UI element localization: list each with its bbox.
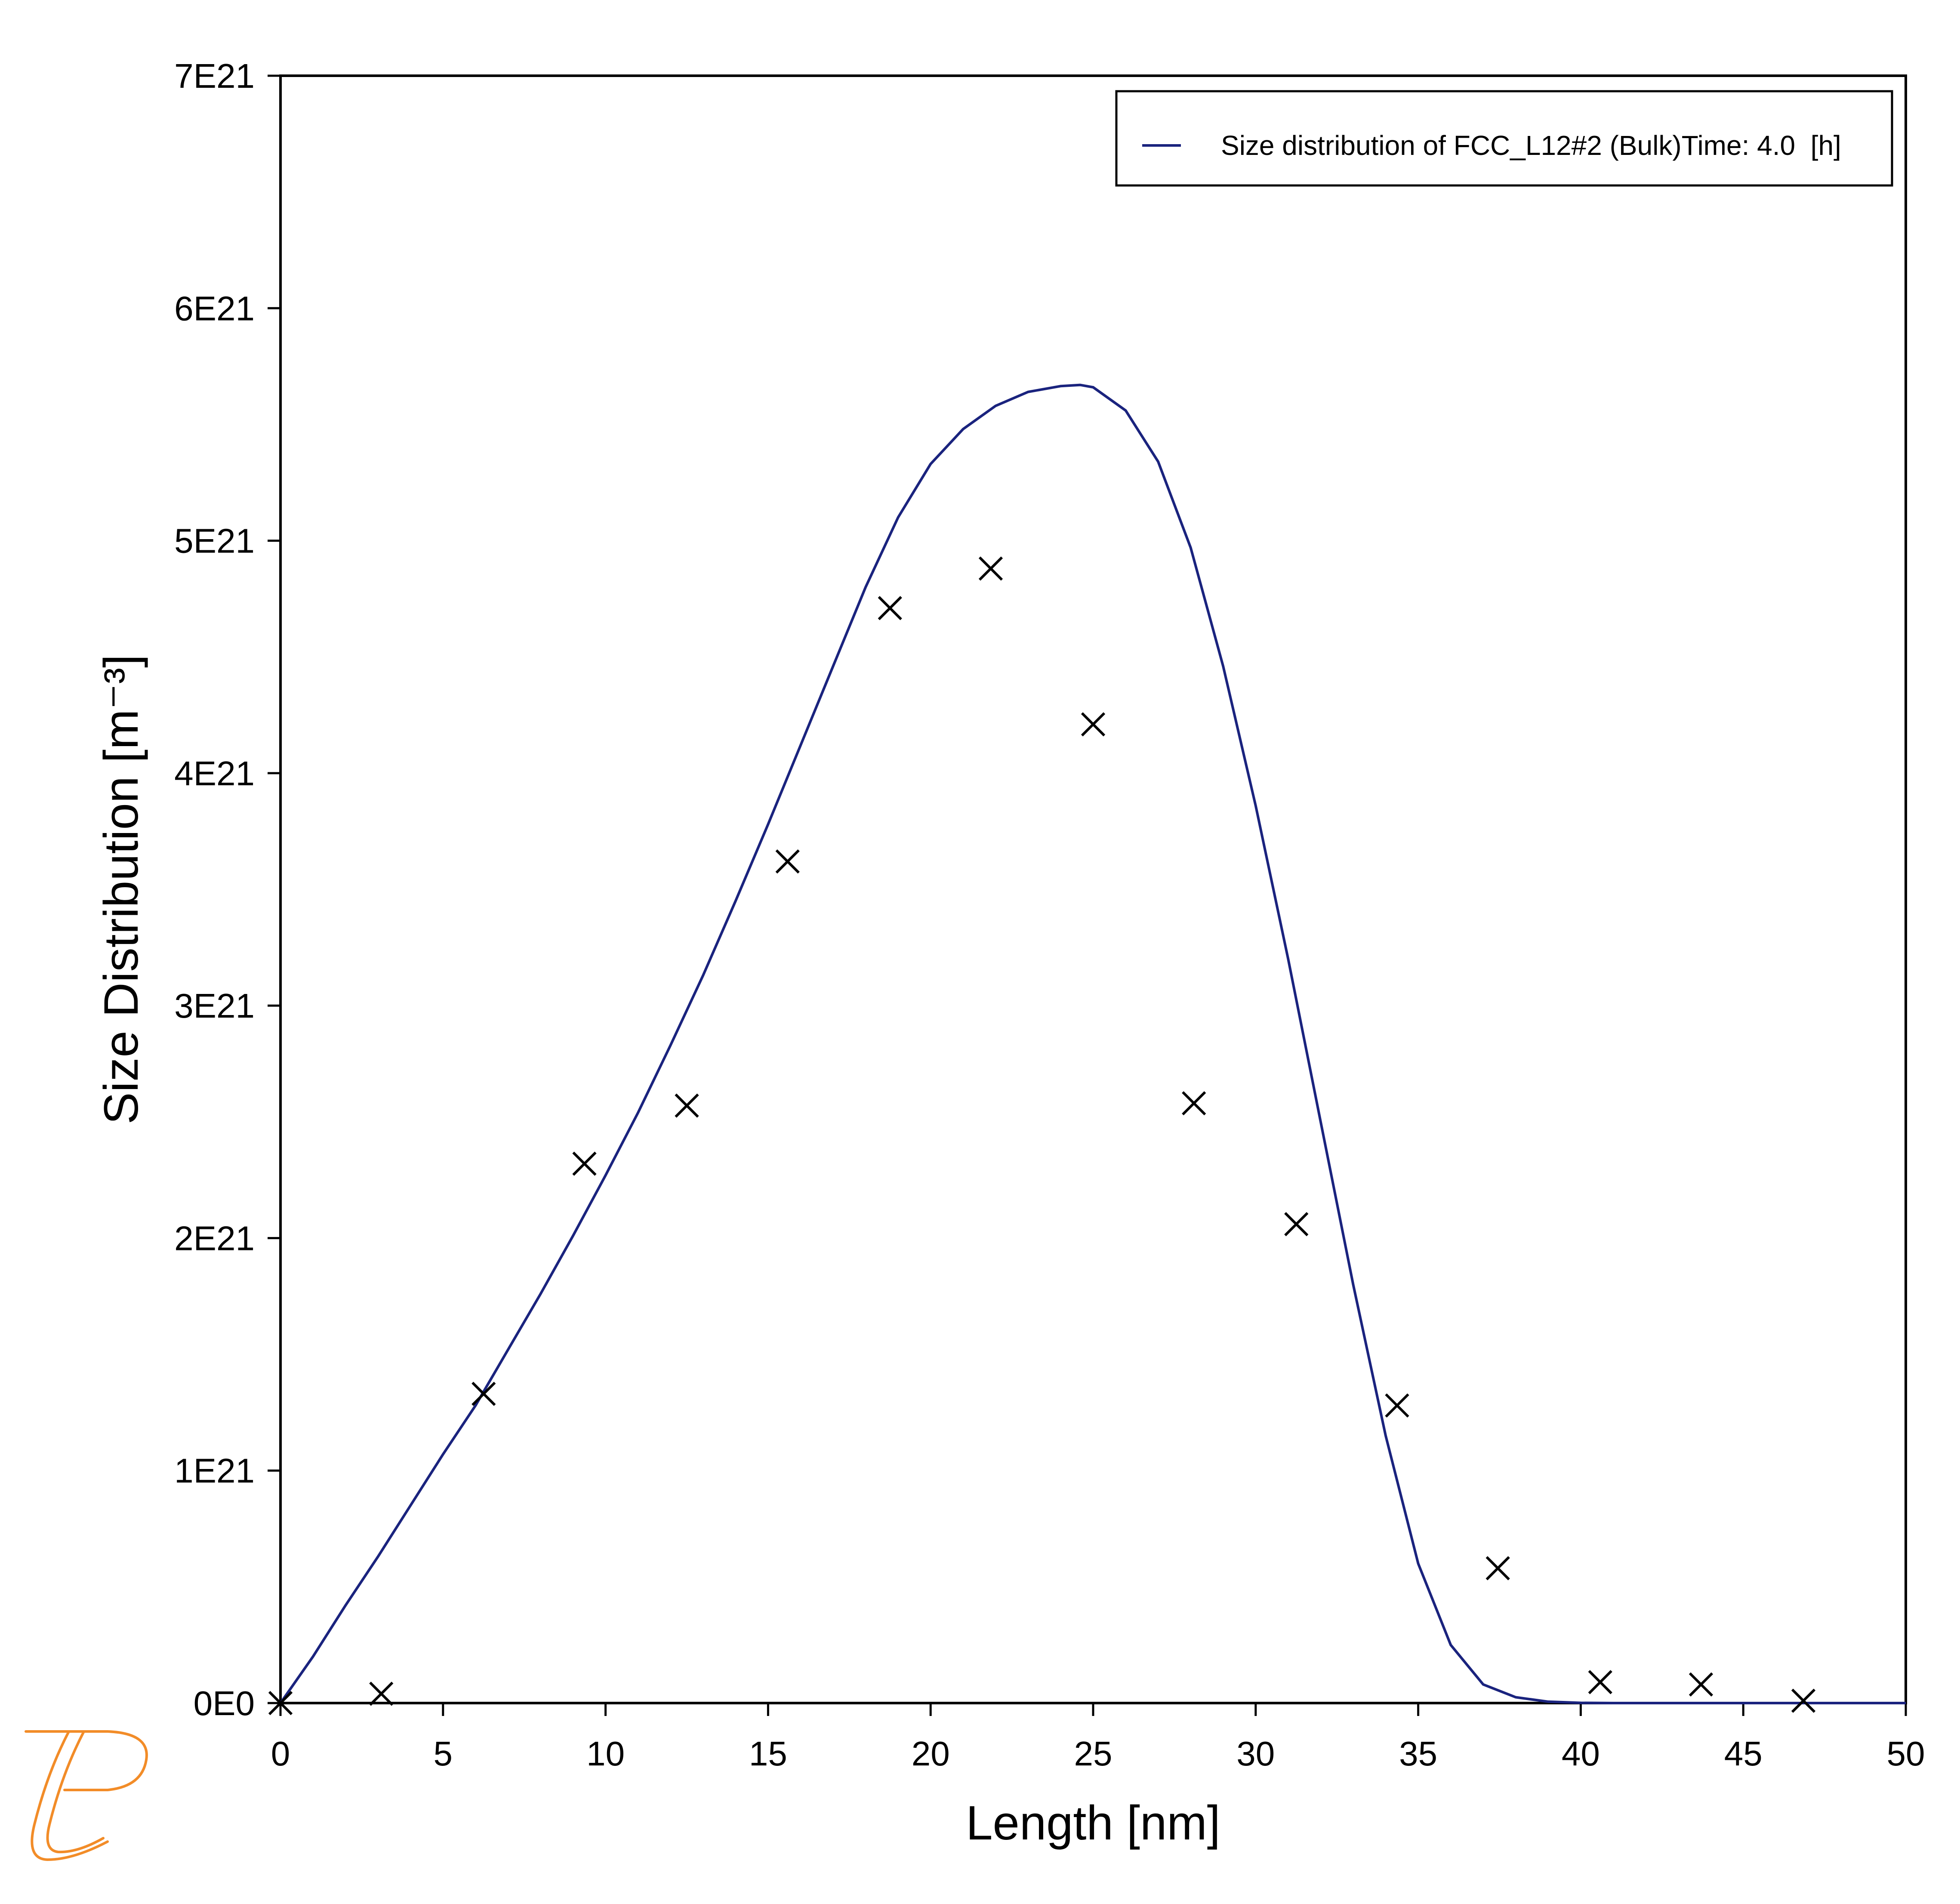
data-point-marker <box>878 596 902 620</box>
data-point-marker <box>1385 1393 1409 1418</box>
y-tick-label: 7E21 <box>174 57 255 95</box>
data-point-marker <box>369 1682 394 1706</box>
data-point-marker <box>472 1382 496 1406</box>
x-tick-label: 40 <box>1562 1734 1600 1773</box>
data-point-marker <box>572 1151 597 1176</box>
scatter-markers <box>268 556 1816 1716</box>
y-tick-label: 3E21 <box>174 987 255 1025</box>
y-tick-label: 4E21 <box>174 754 255 793</box>
x-axis-ticks: 0 5 10 15 20 25 30 35 40 45 50 <box>271 1703 1925 1773</box>
data-point-marker <box>1081 712 1106 737</box>
y-tick-label: 6E21 <box>174 289 255 327</box>
data-point-marker <box>1182 1091 1206 1116</box>
y-axis-ticks: 0E0 1E21 2E21 3E21 4E21 5E21 6E21 7E21 <box>174 57 280 1722</box>
data-point-marker <box>1791 1688 1816 1713</box>
x-tick-label: 10 <box>586 1734 625 1773</box>
legend-label: Size distribution of FCC_L12#2 (Bulk)Tim… <box>1221 130 1841 161</box>
x-tick-label: 15 <box>749 1734 787 1773</box>
thermo-calc-logo <box>25 1730 148 1861</box>
plot-area <box>268 383 1906 1716</box>
data-point-marker <box>978 556 1003 581</box>
data-point-marker <box>675 1093 699 1118</box>
y-tick-label: 0E0 <box>194 1684 255 1722</box>
x-tick-label: 5 <box>434 1734 453 1773</box>
x-tick-label: 45 <box>1724 1734 1763 1773</box>
data-point-marker <box>1485 1556 1510 1580</box>
x-tick-label: 25 <box>1074 1734 1113 1773</box>
x-tick-label: 20 <box>912 1734 950 1773</box>
y-tick-label: 5E21 <box>174 522 255 560</box>
x-tick-label: 35 <box>1399 1734 1437 1773</box>
data-point-marker <box>1689 1672 1713 1697</box>
x-tick-label: 30 <box>1236 1734 1275 1773</box>
y-tick-label: 1E21 <box>174 1452 255 1490</box>
legend: Size distribution of FCC_L12#2 (Bulk)Tim… <box>1115 90 1893 187</box>
data-point-marker <box>1284 1212 1309 1237</box>
plot-frame <box>279 74 1907 1704</box>
x-tick-label: 50 <box>1887 1734 1925 1773</box>
legend-box <box>1115 90 1893 187</box>
data-point-marker <box>775 849 800 874</box>
data-point-marker <box>268 1691 293 1716</box>
y-axis-label: Size Distribution [m⁻³] <box>94 654 148 1124</box>
data-point-marker <box>1588 1670 1612 1694</box>
y-tick-label: 2E21 <box>174 1219 255 1257</box>
x-tick-label: 0 <box>271 1734 290 1773</box>
series-line-size-distribution <box>279 383 1906 1704</box>
x-axis-label: Length [nm] <box>966 1796 1220 1850</box>
